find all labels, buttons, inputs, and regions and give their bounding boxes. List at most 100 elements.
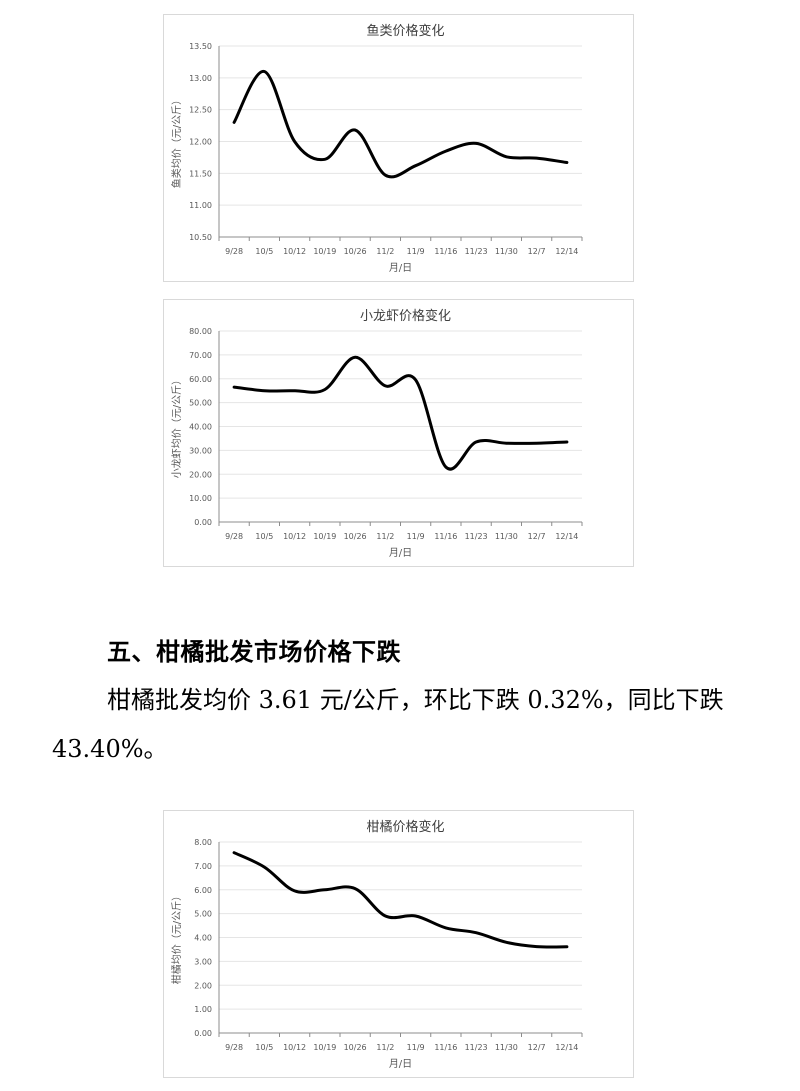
fish-data-point xyxy=(324,158,326,161)
citrus-data-point xyxy=(566,946,568,948)
fish-y-tick-label: 13.00 xyxy=(189,74,212,83)
citrus-x-tick-label: 11/16 xyxy=(434,1043,457,1052)
citrus-y-tick-label: 3.00 xyxy=(194,957,212,966)
citrus-data-point xyxy=(535,945,538,948)
fish-x-tick-label: 11/30 xyxy=(495,247,518,256)
citrus-data-point xyxy=(263,866,266,868)
citrus-x-tick-label: 10/26 xyxy=(344,1043,367,1052)
citrus-y-tick-label: 2.00 xyxy=(194,981,212,990)
fish-data-point xyxy=(535,157,538,159)
citrus-x-tick-label: 10/12 xyxy=(283,1043,306,1052)
crayfish-chart-title: 小龙虾价格变化 xyxy=(360,308,451,324)
crayfish-data-point xyxy=(324,388,326,391)
citrus-x-tick-label: 12/14 xyxy=(555,1043,578,1052)
citrus-x-tick-label: 12/7 xyxy=(528,1043,546,1052)
crayfish-y-tick-label: 70.00 xyxy=(189,351,212,360)
crayfish-x-tick-label: 12/7 xyxy=(528,532,546,541)
fish-x-tick-label: 10/5 xyxy=(255,247,273,256)
citrus-x-tick-label: 9/28 xyxy=(225,1043,243,1052)
crayfish-y-tick-label: 20.00 xyxy=(189,470,212,479)
fish-data-point xyxy=(566,161,568,164)
citrus-y-tick-label: 6.00 xyxy=(194,886,212,895)
fish-chart-svg: 鱼类价格变化 10.50 11.00 11.50 12.00 12.50 13.00 13.5… xyxy=(170,23,583,274)
crayfish-data-point xyxy=(445,466,447,468)
fish-y-tick-label: 12.50 xyxy=(189,106,212,115)
crayfish-y-tick-label: 50.00 xyxy=(189,399,212,408)
citrus-y-axis-title: 柑橘均价（元/公斤） xyxy=(170,891,183,984)
crayfish-x-tick-label: 9/28 xyxy=(225,532,243,541)
fish-x-tick-label: 9/28 xyxy=(225,247,243,256)
fish-x-tick-label: 11/9 xyxy=(407,247,425,256)
fish-y-tick-label: 13.50 xyxy=(189,42,212,51)
fish-x-axis-title: 月/日 xyxy=(389,262,412,274)
citrus-y-tick-label: 7.00 xyxy=(194,862,212,871)
crayfish-y-tick-label: 40.00 xyxy=(189,423,212,432)
citrus-data-point xyxy=(445,927,447,929)
citrus-price-chart: 柑橘价格变化 0.00 1.00 2.00 3.00 4.00 5.00 6.00 7.00 8.… xyxy=(163,810,634,1078)
citrus-x-tick-label: 11/23 xyxy=(465,1043,488,1052)
citrus-chart-title: 柑橘价格变化 xyxy=(366,819,444,835)
citrus-x-tick-label: 11/9 xyxy=(407,1043,425,1052)
crayfish-data-point xyxy=(384,385,387,387)
citrus-chart-svg: 柑橘价格变化 0.00 1.00 2.00 3.00 4.00 5.00 6.00 7.00 8.… xyxy=(170,819,583,1070)
crayfish-y-tick-label: 10.00 xyxy=(189,494,212,503)
crayfish-x-tick-label: 10/19 xyxy=(313,532,336,541)
crayfish-data-point xyxy=(414,379,417,381)
fish-x-tick-label: 12/7 xyxy=(528,247,546,256)
fish-y-tick-label: 12.00 xyxy=(189,138,212,147)
crayfish-y-tick-label: 80.00 xyxy=(189,327,212,336)
fish-chart-title: 鱼类价格变化 xyxy=(366,23,444,39)
fish-y-tick-label: 11.50 xyxy=(189,169,212,178)
fish-y-tick-label: 11.00 xyxy=(189,201,212,210)
fish-x-tick-label: 11/23 xyxy=(465,247,488,256)
crayfish-data-point xyxy=(566,441,568,443)
crayfish-x-tick-label: 11/16 xyxy=(434,532,457,541)
citrus-data-point xyxy=(414,915,417,917)
crayfish-data-point xyxy=(354,356,356,359)
fish-data-point xyxy=(445,150,447,152)
crayfish-price-chart: 小龙虾价格变化 0.00 10.00 20.00 30.00 40.00 50.00 60.0… xyxy=(163,299,634,567)
fish-x-tick-label: 11/2 xyxy=(376,247,394,256)
crayfish-chart-svg: 小龙虾价格变化 0.00 10.00 20.00 30.00 40.00 50.00 60.0… xyxy=(170,308,583,559)
citrus-data-point xyxy=(475,931,477,934)
fish-y-tick-label: 10.50 xyxy=(189,233,212,242)
citrus-y-tick-label: 0.00 xyxy=(194,1029,212,1038)
fish-data-point xyxy=(354,129,356,131)
crayfish-data-point xyxy=(263,389,266,392)
fish-x-tick-label: 10/19 xyxy=(313,247,336,256)
citrus-x-tick-label: 11/2 xyxy=(376,1043,394,1052)
crayfish-y-tick-label: 60.00 xyxy=(189,375,212,384)
crayfish-x-tick-label: 11/9 xyxy=(407,532,425,541)
fish-data-point xyxy=(475,142,477,145)
crayfish-x-tick-label: 10/26 xyxy=(344,532,367,541)
citrus-y-tick-label: 5.00 xyxy=(194,910,212,919)
crayfish-x-tick-label: 11/30 xyxy=(495,532,518,541)
fish-data-point xyxy=(293,140,296,143)
citrus-x-tick-label: 10/19 xyxy=(313,1043,336,1052)
citrus-series-line xyxy=(232,851,569,949)
crayfish-y-tick-label: 30.00 xyxy=(189,446,212,455)
fish-data-point xyxy=(233,121,235,124)
citrus-data-point xyxy=(354,887,356,890)
citrus-y-tick-label: 8.00 xyxy=(194,838,212,847)
fish-data-point xyxy=(505,155,508,158)
crayfish-data-point xyxy=(535,442,538,445)
fish-price-chart: 鱼类价格变化 10.50 11.00 11.50 12.00 12.50 13.00 13.5… xyxy=(163,14,634,282)
crayfish-x-tick-label: 11/2 xyxy=(376,532,394,541)
crayfish-data-point xyxy=(505,442,508,445)
citrus-price-paragraph: 柑橘批发均价 3.61 元/公斤，环比下跌 0.32%，同比下跌 43.40%。 xyxy=(52,686,724,763)
crayfish-x-axis-title: 月/日 xyxy=(389,547,412,559)
citrus-data-point xyxy=(324,888,326,891)
fish-series-line xyxy=(232,70,569,179)
citrus-data-point xyxy=(384,915,387,917)
citrus-x-tick-label: 11/30 xyxy=(495,1043,518,1052)
fish-x-tick-label: 11/16 xyxy=(434,247,457,256)
crayfish-y-tick-label: 0.00 xyxy=(194,518,212,527)
citrus-y-tick-label: 1.00 xyxy=(194,1005,212,1014)
citrus-x-tick-label: 10/5 xyxy=(255,1043,273,1052)
citrus-y-tick-label: 4.00 xyxy=(194,934,212,943)
crayfish-x-tick-label: 12/14 xyxy=(555,532,578,541)
crayfish-x-tick-label: 11/23 xyxy=(465,532,488,541)
citrus-x-axis-title: 月/日 xyxy=(389,1058,412,1070)
crayfish-data-point xyxy=(233,386,235,388)
